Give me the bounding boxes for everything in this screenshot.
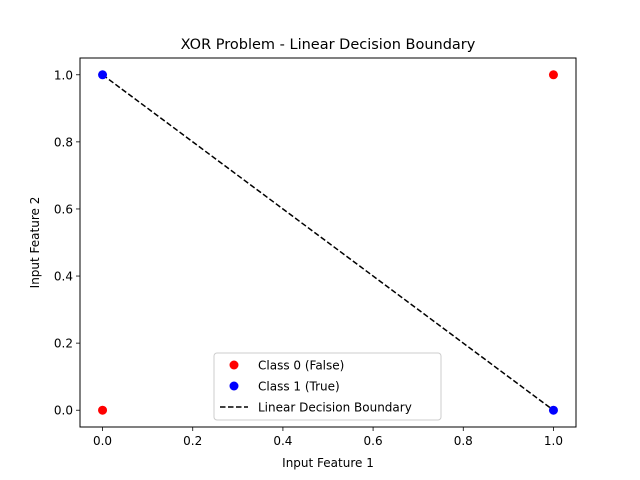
plot-frame <box>79 57 577 428</box>
y-tick-label: 0.2 <box>54 337 73 351</box>
legend-marker-swatch <box>229 360 239 370</box>
legend-box <box>213 352 442 421</box>
class-1-point <box>98 70 108 80</box>
legend-marker-swatch <box>229 381 239 391</box>
legend-label: Class 1 (True) <box>258 380 340 394</box>
y-tick-label: 1.0 <box>54 68 73 82</box>
y-axis-label: Input Feature 2 <box>28 197 42 289</box>
y-tick-label: 0.8 <box>54 135 73 149</box>
chart-title: XOR Problem - Linear Decision Boundary <box>181 37 476 53</box>
x-tick-label: 0.8 <box>454 434 473 448</box>
y-tick-label: 0.6 <box>54 202 73 216</box>
class-0-point <box>98 405 108 415</box>
legend-label: Linear Decision Boundary <box>258 401 412 415</box>
x-axis-label: Input Feature 1 <box>282 456 374 470</box>
x-tick-label: 0.4 <box>273 434 292 448</box>
x-tick-label: 0.0 <box>93 434 112 448</box>
x-tick-label: 1.0 <box>544 434 563 448</box>
plot-area <box>98 70 558 415</box>
class-0-point <box>548 70 558 80</box>
y-tick-label: 0.4 <box>54 270 73 284</box>
legend: Class 0 (False) Class 1 (True) Linear Deci… <box>213 352 442 421</box>
x-tick-label: 0.2 <box>183 434 202 448</box>
y-tick-label: 0.0 <box>54 404 73 418</box>
x-tick-label: 0.6 <box>364 434 383 448</box>
class-1-point <box>548 405 558 415</box>
decision-boundary-line <box>102 74 554 411</box>
legend-label: Class 0 (False) <box>258 359 344 373</box>
